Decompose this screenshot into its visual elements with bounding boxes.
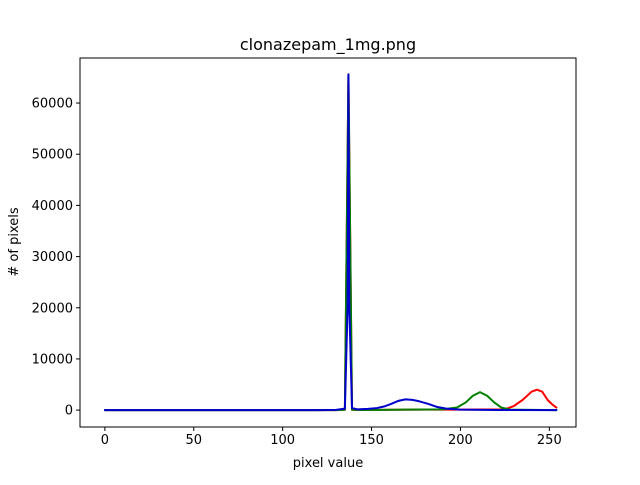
x-tick-label: 250 [537,433,562,448]
y-tick-label: 60000 [32,97,73,112]
axes-frame [79,57,577,428]
y-tick-label: 10000 [32,352,73,367]
chart-title: clonazepam_1mg.png [240,35,416,55]
plot-series [103,73,558,412]
y-axis-ticks: 0 10000 20000 30000 40000 50000 60000 [32,97,80,419]
y-axis-label: # of pixels [7,207,22,276]
x-tick-label: 150 [359,433,384,448]
y-tick-label: 40000 [32,199,73,214]
series-line-3 [103,73,558,412]
x-tick-label: 200 [448,433,473,448]
x-axis-ticks: 0 50 100 150 200 250 [101,427,562,448]
x-tick-label: 50 [186,433,203,448]
y-tick-label: 30000 [32,250,73,265]
y-tick-label: 0 [65,404,73,419]
x-tick-label: 0 [101,433,109,448]
y-tick-label: 20000 [32,301,73,316]
x-axis-label: pixel value [293,456,363,471]
x-tick-label: 100 [270,433,295,448]
y-tick-label: 50000 [32,148,73,163]
